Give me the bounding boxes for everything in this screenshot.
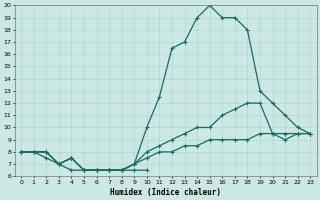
X-axis label: Humidex (Indice chaleur): Humidex (Indice chaleur) xyxy=(110,188,221,197)
